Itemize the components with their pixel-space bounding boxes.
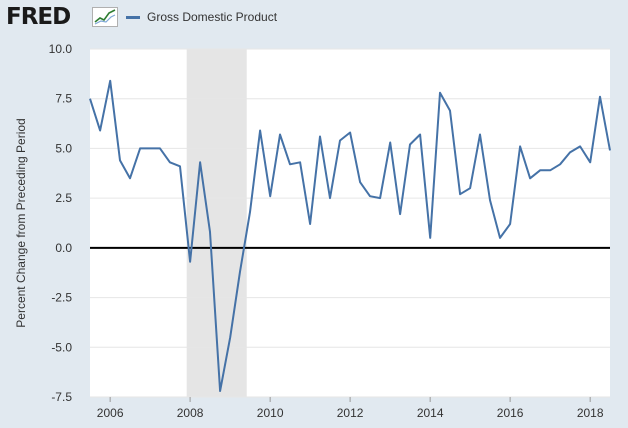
y-tick-label: 2.5 [55,191,72,205]
legend-swatch [126,15,140,19]
y-tick-label: 5.0 [55,141,72,155]
x-tick-label: 2016 [497,406,524,420]
y-tick-label: -2.5 [51,291,72,305]
x-tick-label: 2018 [577,406,604,420]
fred-logo: FRED [6,4,71,30]
chart-header: FRED Gross Domestic Product [0,0,628,34]
x-tick-label: 2006 [97,406,124,420]
x-tick-label: 2012 [337,406,364,420]
x-tick-label: 2008 [177,406,204,420]
x-tick-label: 2010 [257,406,284,420]
y-tick-label: 7.5 [55,92,72,106]
y-tick-label: -5.0 [51,340,72,354]
plot-area [90,49,610,397]
y-axis-label: Percent Change from Preceding Period [14,118,28,327]
chart-legend[interactable]: Gross Domestic Product [126,10,277,24]
legend-label: Gross Domestic Product [147,10,278,24]
x-tick-label: 2014 [417,406,444,420]
y-tick-label: 0.0 [55,241,72,255]
y-tick-label: -7.5 [51,390,72,404]
y-tick-label: 10.0 [49,42,73,56]
trend-line-icon [92,7,118,27]
